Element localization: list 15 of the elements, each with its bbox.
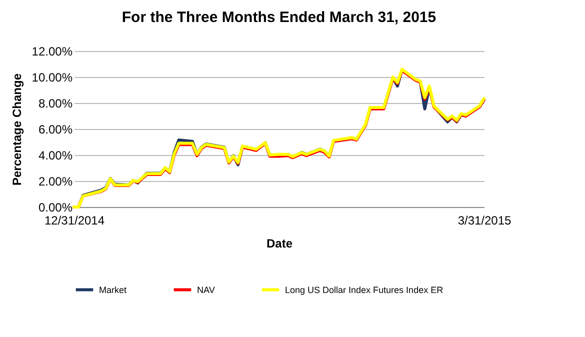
- y-tick-label: 2.00%: [38, 174, 73, 188]
- y-tick-label: 10.00%: [32, 70, 73, 84]
- legend-label: Market: [99, 284, 128, 295]
- y-tick-label: 4.00%: [38, 148, 73, 162]
- x-tick-label: 12/31/2014: [44, 214, 105, 228]
- y-tick-label: 12.00%: [32, 44, 73, 58]
- x-axis-title: Date: [266, 236, 293, 250]
- x-tick-label: 3/31/2015: [458, 214, 512, 228]
- y-axis-title: Percentage Change: [10, 73, 24, 186]
- chart-title: For the Three Months Ended March 31, 2015: [122, 9, 436, 26]
- y-tick-label: 6.00%: [38, 122, 73, 136]
- y-tick-label: 0.00%: [38, 200, 73, 214]
- legend-label: Long US Dollar Index Futures Index ER: [285, 284, 444, 295]
- y-tick-label: 8.00%: [38, 96, 73, 110]
- legend-label: NAV: [197, 284, 215, 295]
